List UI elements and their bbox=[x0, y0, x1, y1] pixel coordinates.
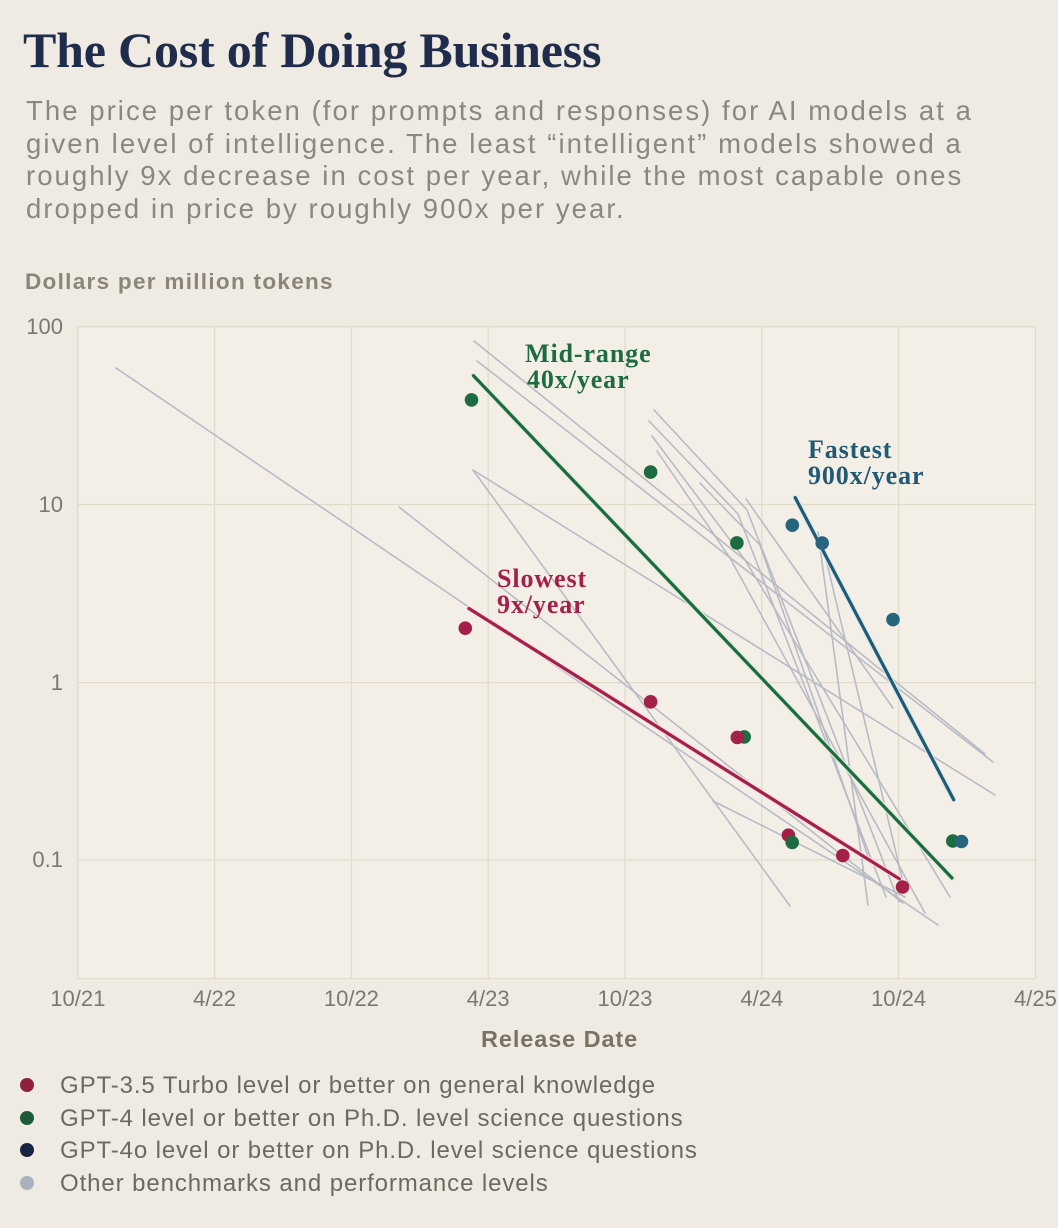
svg-text:10/23: 10/23 bbox=[597, 986, 652, 1011]
svg-text:4/22: 4/22 bbox=[193, 986, 236, 1011]
svg-text:9x/year: 9x/year bbox=[497, 590, 586, 619]
svg-text:100: 100 bbox=[26, 315, 63, 339]
svg-text:4/25: 4/25 bbox=[1014, 986, 1057, 1011]
svg-text:10/21: 10/21 bbox=[50, 986, 105, 1011]
svg-text:10/24: 10/24 bbox=[871, 986, 926, 1011]
svg-text:40x/year: 40x/year bbox=[527, 365, 630, 394]
svg-text:1: 1 bbox=[51, 670, 63, 695]
svg-text:Fastest: Fastest bbox=[808, 435, 892, 464]
svg-text:4/23: 4/23 bbox=[467, 986, 510, 1011]
svg-text:Mid-range: Mid-range bbox=[525, 339, 652, 368]
svg-text:0.1: 0.1 bbox=[32, 847, 63, 872]
svg-text:10/22: 10/22 bbox=[324, 986, 379, 1011]
svg-text:4/24: 4/24 bbox=[740, 986, 783, 1011]
svg-text:900x/year: 900x/year bbox=[808, 461, 924, 490]
svg-text:10: 10 bbox=[39, 492, 63, 517]
svg-text:Slowest: Slowest bbox=[497, 564, 587, 593]
